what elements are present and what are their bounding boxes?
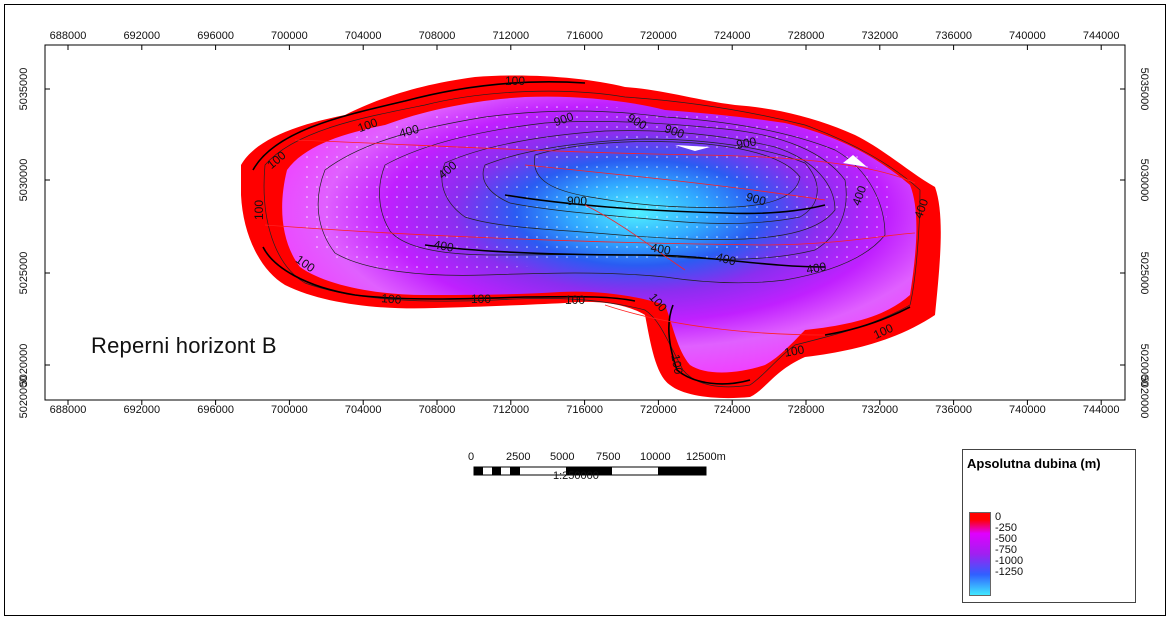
contour-label: 100 bbox=[471, 292, 491, 306]
axis-tick-label: 724000 bbox=[714, 30, 751, 42]
axis-tick-label: 692000 bbox=[123, 404, 160, 416]
axis-tick-label: 692000 bbox=[123, 30, 160, 42]
legend-label: 0 bbox=[995, 511, 1002, 523]
scale-label: 0 bbox=[468, 451, 475, 463]
legend-label: -1250 bbox=[995, 566, 1024, 578]
contour-label: 400 bbox=[805, 259, 827, 276]
axis-tick-label: 740000 bbox=[1009, 404, 1046, 416]
axis-tick-label: 696000 bbox=[197, 404, 234, 416]
scale-ratio: 1:250000 bbox=[553, 470, 599, 482]
axis-tick-label: 712000 bbox=[492, 30, 529, 42]
axis-tick-label: 720000 bbox=[640, 404, 677, 416]
axis-tick-label: 732000 bbox=[861, 404, 898, 416]
contour-label: 100 bbox=[381, 291, 402, 307]
contour-label: 100 bbox=[505, 74, 525, 88]
axis-tick-label: 5030000 bbox=[1138, 159, 1150, 202]
axis-tick-label: 716000 bbox=[566, 30, 603, 42]
legend-label: -1000 bbox=[995, 555, 1024, 567]
contour-label: 900 bbox=[552, 109, 576, 129]
legend-color-ramp bbox=[969, 512, 991, 596]
axis-tick-label: 5025000 bbox=[1138, 252, 1150, 295]
axis-tick-label: 736000 bbox=[935, 30, 972, 42]
axis-tick-label: 5020000 bbox=[1138, 344, 1150, 387]
map-frame: 100 100 100 100 100 100 100 100 100 100 100 100 400 4… bbox=[4, 4, 1166, 616]
axis-tick-label: 700000 bbox=[271, 404, 308, 416]
axis-tick-label: 688000 bbox=[50, 30, 87, 42]
contour-label: 100 bbox=[668, 353, 685, 375]
contour-label: 400 bbox=[911, 197, 931, 221]
contour-label: 900 bbox=[663, 121, 687, 141]
scale-label: 12500m bbox=[686, 451, 726, 463]
scale-bar-graphic bbox=[473, 466, 707, 476]
axis-tick-label: 5025000 bbox=[18, 252, 30, 295]
contour-label: 900 bbox=[735, 134, 757, 151]
legend-label: -500 bbox=[995, 533, 1018, 545]
axis-tick-label: 724000 bbox=[714, 404, 751, 416]
scale-label: 7500 bbox=[596, 451, 621, 463]
axis-tick-label: 704000 bbox=[345, 30, 382, 42]
scale-label: 10000 bbox=[640, 451, 671, 463]
axis-tick-label: 728000 bbox=[788, 404, 825, 416]
axis-tick-label: 708000 bbox=[419, 404, 456, 416]
contour-label: 100 bbox=[356, 115, 380, 135]
axis-tick-label: 716000 bbox=[566, 404, 603, 416]
data-gap bbox=[675, 145, 710, 151]
axis-tick-label: 704000 bbox=[345, 404, 382, 416]
contour-label: 900 bbox=[745, 190, 768, 209]
fault-lines bbox=[264, 139, 916, 336]
axis-tick-label: 744000 bbox=[1083, 404, 1120, 416]
axis-tick-label: 708000 bbox=[419, 30, 456, 42]
well-field bbox=[300, 106, 889, 272]
axis-tick-label: 744000 bbox=[1083, 30, 1120, 42]
axis-tick-label: 5035000 bbox=[18, 68, 30, 111]
legend-label: -750 bbox=[995, 544, 1018, 556]
x-axis-top: 688000 692000 696000 700000 704000 708000 7120… bbox=[50, 30, 1120, 50]
x-axis-bottom: 688000 692000 696000 700000 704000 708000 7120… bbox=[50, 400, 1120, 416]
legend-title: Apsolutna dubina (m) bbox=[967, 456, 1101, 471]
axis-tick-label: 736000 bbox=[935, 404, 972, 416]
contour-label: 100 bbox=[252, 200, 266, 220]
axis-tick-label: 688000 bbox=[50, 404, 87, 416]
map-title: Reperni horizont B bbox=[91, 333, 277, 358]
contour-label: 900 bbox=[567, 194, 587, 208]
axis-tick-label: 732000 bbox=[861, 30, 898, 42]
legend-label: -250 bbox=[995, 522, 1018, 534]
contour-label: 400 bbox=[849, 184, 869, 208]
axis-tick-label: 728000 bbox=[788, 30, 825, 42]
scale-label: 2500 bbox=[506, 451, 531, 463]
contour-label: 400 bbox=[397, 122, 420, 141]
contour-label: 400 bbox=[715, 250, 738, 269]
major-contours bbox=[252, 81, 911, 385]
scale-label: 5000 bbox=[550, 451, 575, 463]
contour-label: 100 bbox=[783, 342, 805, 359]
axis-tick-label: 700000 bbox=[271, 30, 308, 42]
depth-legend: Apsolutna dubina (m) 0 -250 -500 -750 -1… bbox=[962, 449, 1136, 603]
axis-tick-label: 712000 bbox=[492, 404, 529, 416]
contour-label: 400 bbox=[650, 240, 672, 257]
contour-label: 400 bbox=[433, 237, 455, 254]
axis-tick-label: 696000 bbox=[197, 30, 234, 42]
axis-tick-label: 5030000 bbox=[18, 159, 30, 202]
axis-tick-label: 5020000 bbox=[18, 376, 30, 419]
data-gap bbox=[843, 155, 867, 167]
axis-tick-label: 720000 bbox=[640, 30, 677, 42]
axis-tick-label: 5035000 bbox=[1138, 68, 1150, 111]
axis-tick-label: 740000 bbox=[1009, 30, 1046, 42]
axis-tick-label: 5020000 bbox=[18, 344, 30, 387]
contour-label: 100 bbox=[565, 293, 585, 307]
axis-tick-label: 5020000 bbox=[1138, 376, 1150, 419]
scale-bar: 0 2500 5000 7500 10000 12500m bbox=[468, 451, 740, 491]
